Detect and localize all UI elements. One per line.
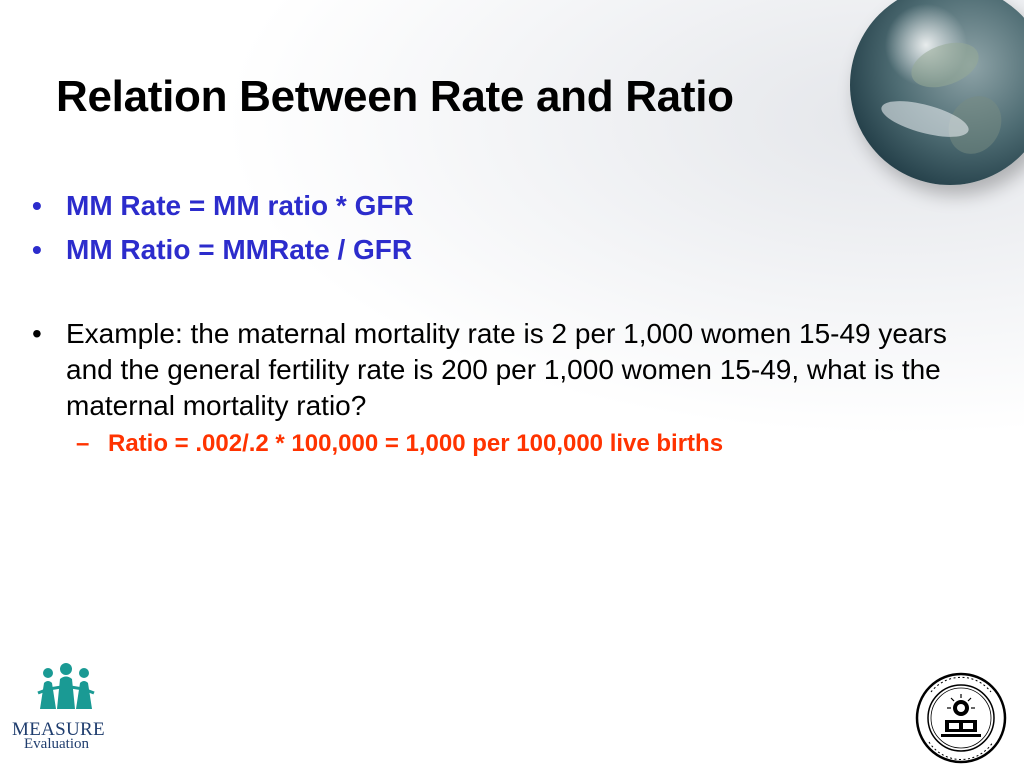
evaluation-logo-text: Evaluation [24, 736, 89, 752]
slide-title: Relation Between Rate and Ratio [56, 72, 734, 121]
people-icon [37, 663, 95, 709]
sub-bullet-marker: – [76, 430, 90, 457]
sub-bullet-item: – Ratio = .002/.2 * 100,000 = 1,000 per … [30, 428, 950, 460]
bullet-text: MM Ratio = MMRate / GFR [66, 234, 413, 265]
globe-image [850, 0, 1024, 185]
bullet-text: Example: the maternal mortality rate is … [66, 318, 947, 421]
bullet-item: • MM Rate = MM ratio * GFR [30, 188, 950, 224]
bullet-marker: • [32, 318, 42, 349]
bullet-text: MM Rate = MM ratio * GFR [66, 190, 414, 221]
university-seal-icon [915, 672, 1007, 764]
sub-bullet-text: Ratio = .002/.2 * 100,000 = 1,000 per 10… [108, 430, 724, 457]
measure-evaluation-logo: MEASURE Evaluation [8, 663, 112, 755]
bullet-marker: • [32, 190, 42, 221]
bullet-marker: • [32, 234, 42, 265]
bullet-list: • MM Rate = MM ratio * GFR • MM Ratio = … [30, 188, 950, 460]
bullet-item: • Example: the maternal mortality rate i… [30, 316, 950, 424]
bullet-item: • MM Ratio = MMRate / GFR [30, 232, 950, 268]
measure-logo-text: MEASURE [12, 719, 105, 740]
